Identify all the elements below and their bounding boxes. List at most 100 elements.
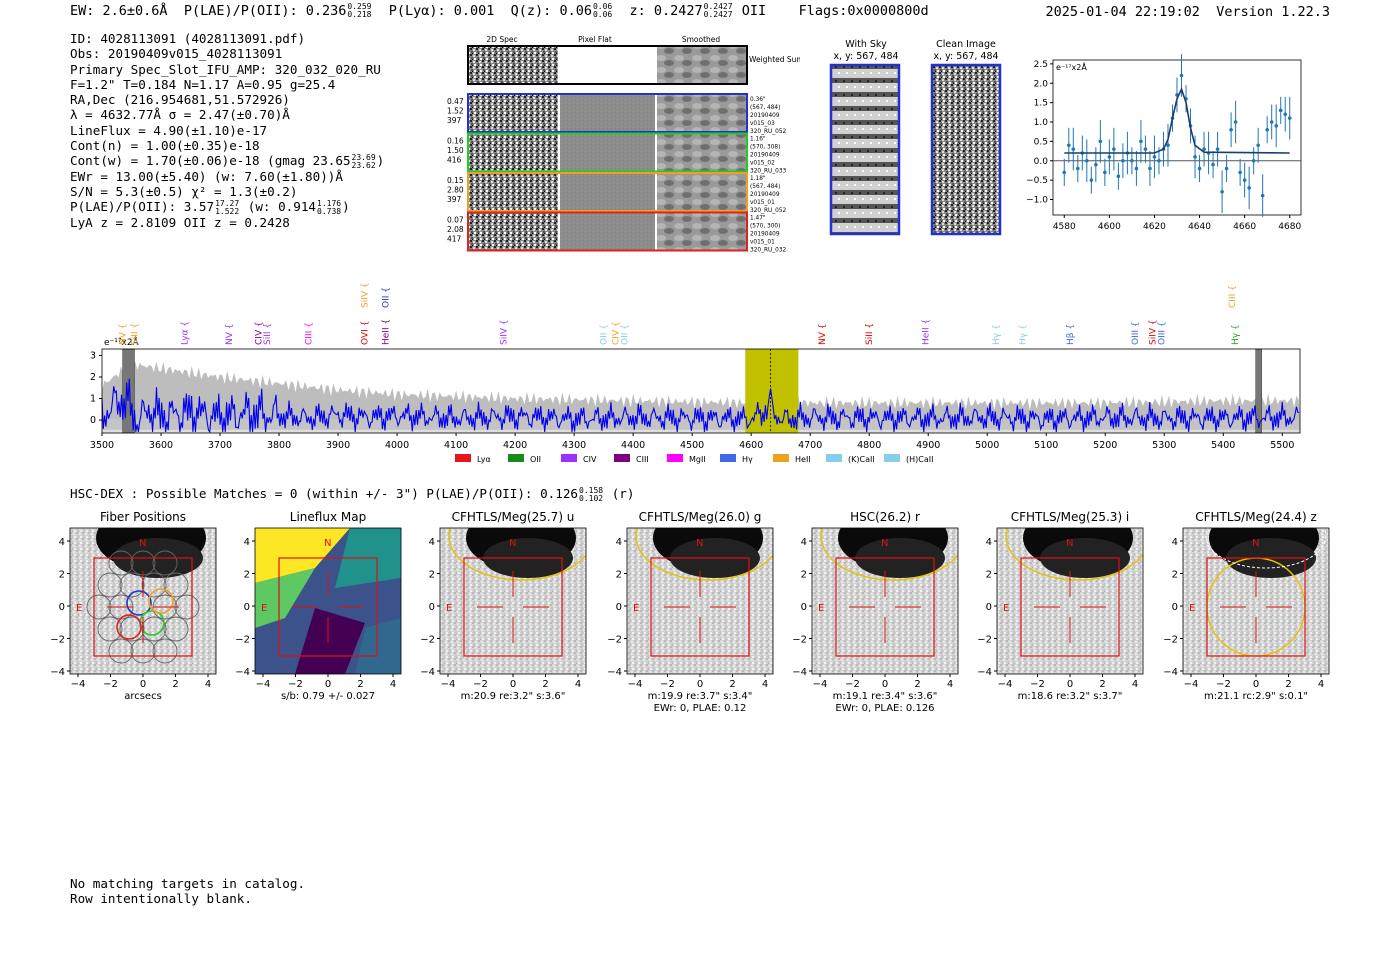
imaging-panel: HSC(26.2) r N E −4 −2 0 2 4 4 2 0 −2 −4 m:19.1 re:3.4… [792, 510, 959, 714]
cutout-smoothed [657, 133, 747, 172]
target-box [1206, 557, 1306, 657]
spectra-cutouts: 2D Spec Pixel Flat Smoothed Weighted Sum… [447, 35, 800, 254]
cutout-meta: 320_RU_052 [750, 208, 787, 214]
z-value: z: 0.2427 [629, 3, 703, 19]
panel-y-tick-label: 4 [59, 537, 65, 548]
cutout-stat: 397 [447, 195, 462, 204]
legend-swatch [455, 454, 471, 462]
panel-x-tick-label: −2 [473, 679, 488, 690]
panel-x-tick-label: 4 [205, 679, 211, 690]
legend-swatch [720, 454, 736, 462]
hsc-dex-summary: HSC-DEX : Possible Matches = 0 (within +… [70, 485, 635, 503]
emission-line-label: SiIV { [1149, 319, 1159, 345]
zoom-data-point [1089, 178, 1094, 182]
cutout-meta: 1.16" [750, 137, 766, 143]
zoom-data-point [1251, 158, 1256, 163]
panel-y-tick-label: −2 [50, 635, 65, 646]
plya-value: P(Lyα): 0.001 [388, 3, 495, 19]
zoom-unit-label: e⁻¹⁷x2Å [1056, 61, 1087, 72]
detection-info: ID: 4028113091 (4028113091.pdf) Obs: 201… [70, 31, 384, 230]
zoom-y-tick-label: 2.0 [1034, 79, 1049, 89]
imaging-panel-title: CFHTLS/Meg(25.3) i [1011, 510, 1130, 524]
cutout-meta: 1.18" [750, 176, 766, 182]
panel-y-tick-label: −2 [792, 635, 807, 646]
panel-x-tick-label: −2 [1030, 679, 1045, 690]
panel-x-tick-label: 4 [575, 679, 581, 690]
legend-swatch [773, 454, 789, 462]
zoom-data-point [1202, 147, 1206, 151]
zoom-data-point [1134, 166, 1139, 171]
fiber-circle [163, 616, 189, 642]
spectrum-x-tick-label: 5000 [975, 440, 999, 451]
emission-line-name: Hγ { [1019, 324, 1029, 345]
cutout-meta: 320_RU_033 [750, 169, 787, 175]
spectrum-x-tick-label: 3600 [149, 440, 173, 451]
zoom-y-tick-label: 1.0 [1034, 118, 1049, 128]
zoom-data-point [1193, 155, 1197, 159]
compass-north: N [139, 538, 146, 549]
zoom-data-point [1265, 127, 1269, 132]
cutout-divider [558, 133, 560, 172]
cutout-divider [655, 94, 657, 132]
panel-y-tick-label: 0 [429, 602, 435, 613]
zoom-data-point [1224, 166, 1229, 171]
spectrum-x-tick-label: 4900 [916, 440, 940, 451]
panel-x-tick-label: 0 [882, 679, 888, 690]
zoom-x-tick-label: 4580 [1053, 222, 1076, 232]
panel-x-tick-label: −2 [1216, 679, 1231, 690]
spectrum-x-tick-label: 3500 [90, 440, 114, 451]
legend-swatch [826, 454, 842, 462]
spectrum-y-tick-label: 2 [90, 372, 96, 383]
panel-x-tick-label: −4 [71, 679, 86, 690]
panel-y-tick-label: 0 [59, 602, 65, 613]
emission-line-name: SiIV { [1149, 319, 1159, 345]
panel-x-tick-label: 4 [1318, 679, 1324, 690]
zoom-data-point [1274, 124, 1278, 128]
cutout-pixel-flat [560, 173, 655, 211]
spectrum-x-tick-label: 3900 [326, 440, 350, 451]
panel-y-tick-label: 4 [1172, 537, 1178, 548]
compass-north: N [324, 538, 331, 549]
zoom-data-point [1269, 120, 1274, 124]
emission-line-name: SiIV { [499, 319, 509, 345]
cutout-divider [655, 133, 657, 172]
footer-note: No matching targets in catalog. Row inte… [70, 876, 306, 906]
panel-caption: s/b: 0.79 +/- 0.027 [281, 691, 375, 702]
aperture-ellipse [820, 528, 958, 581]
panel-y-tick-label: 2 [59, 570, 65, 581]
cutout-2d-spec [468, 133, 558, 172]
zoom-data-point [1152, 155, 1157, 159]
zoom-data-point [1157, 158, 1161, 163]
zoom-data-point [1260, 193, 1265, 198]
legend-label: CIII [636, 455, 649, 464]
panel-y-tick-label: 2 [986, 570, 992, 581]
imaging-panels: Fiber Positions N E −4 −2 0 2 4 4 2 0 −2 −4 arcsecs Li… [50, 510, 1330, 714]
zoom-data-point [1062, 170, 1067, 175]
emission-line-name: Hβ { [1066, 324, 1076, 345]
spectrum-x-tick-label: 4600 [739, 440, 763, 451]
zoom-data-point [1098, 139, 1103, 144]
sky-panels: With Sky x, y: 567, 484 Clean Image x, y… [829, 39, 1002, 236]
emission-line-label: CIV { [254, 321, 264, 345]
emission-line-label: SiII { [865, 323, 875, 345]
emission-line-label: OVI { [361, 321, 371, 345]
emission-line-name: OIII { [1131, 321, 1141, 345]
cutout-meta: 1.47" [750, 216, 766, 222]
panel-content [997, 528, 1143, 674]
panel-caption-2: EWr: 0, PLAE: 0.12 [654, 703, 747, 714]
zoom-data-point [1107, 155, 1112, 159]
spectrum-x-tick-label: 4700 [798, 440, 822, 451]
panel-x-tick-label: 0 [697, 679, 703, 690]
compass-north: N [881, 538, 888, 549]
imaging-panel-title: CFHTLS/Meg(24.4) z [1195, 510, 1317, 524]
spectrum-x-tick-label: 4100 [444, 440, 468, 451]
timestamp: 2025-01-04 22:19:02 [1045, 4, 1200, 20]
cutout-smoothed [657, 94, 747, 132]
cutout-stat: 397 [447, 116, 462, 125]
emission-line-label: Hγ { [992, 324, 1002, 345]
clean-coords: x, y: 567, 484 [933, 51, 998, 62]
imaging-panel-title: CFHTLS/Meg(25.7) u [452, 510, 575, 524]
emission-line-name: HeII { [921, 319, 931, 345]
imaging-panel: CFHTLS/Meg(25.7) u N E −4 −2 0 2 4 4 2 0 −2 −4 m:20.9… [420, 510, 587, 702]
cutout-stat: 0.07 [447, 216, 464, 225]
